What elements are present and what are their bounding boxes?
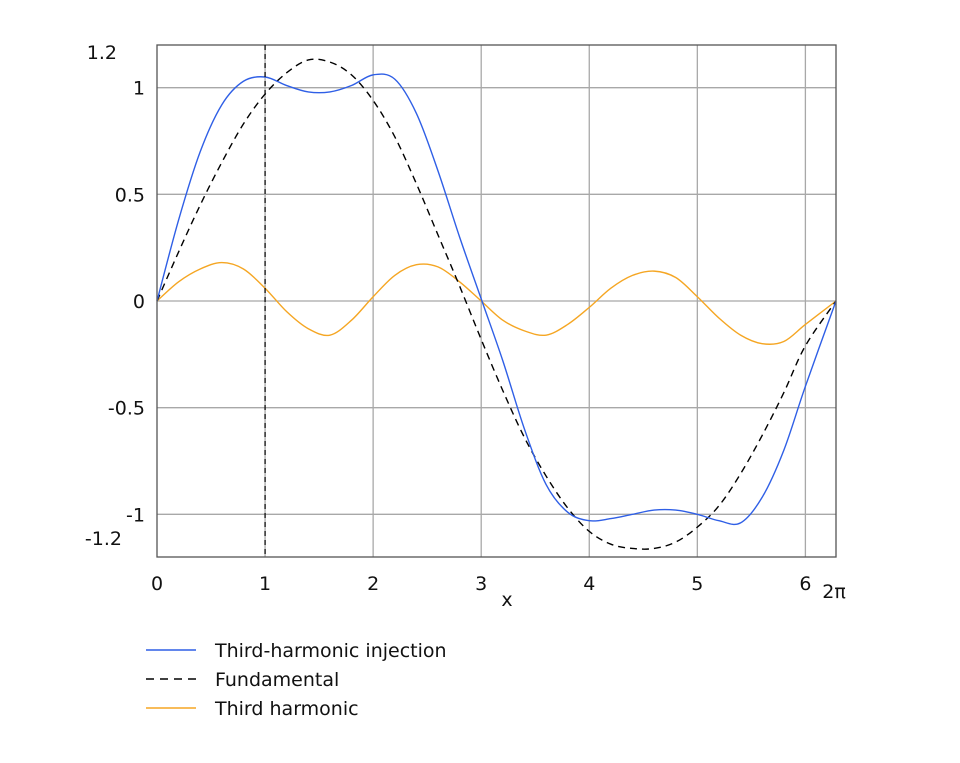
series-line-1 <box>156 58 837 550</box>
y-tick-label: -1 <box>126 504 145 526</box>
x-tick-label: 0 <box>151 573 163 595</box>
y-tick-label: 1 <box>133 78 145 100</box>
x-tick-label: 4 <box>583 573 595 595</box>
y-tick-label: 0.5 <box>115 184 145 206</box>
grid <box>157 45 836 557</box>
legend-label-2: Third harmonic <box>214 698 359 720</box>
x-tick-label: 5 <box>691 573 703 595</box>
plot-frame <box>156 44 837 558</box>
y-tick-label: -1.2 <box>85 528 122 550</box>
x-tick-label: 3 <box>475 573 487 595</box>
series-layer <box>156 58 837 550</box>
series-line-2 <box>156 261 837 346</box>
x-tick-label: 6 <box>799 573 811 595</box>
legend-label-0: Third-harmonic injection <box>214 640 447 662</box>
y-tick-label: 1.2 <box>87 42 117 64</box>
x-tick-label: 1 <box>259 573 271 595</box>
y-tick-label: -0.5 <box>108 398 145 420</box>
x-tick-label: 2π <box>822 581 846 603</box>
legend-label-1: Fundamental <box>215 669 339 691</box>
legend: Third-harmonic injection Fundamental Third… <box>146 640 447 720</box>
y-tick-label: 0 <box>133 291 145 313</box>
tick-labels: 0 1 2 3 4 5 6 2π 1.2 1 0.5 0 -0.5 -1-1.2 <box>85 42 846 603</box>
x-axis-label: x <box>501 589 512 611</box>
axes <box>156 44 837 558</box>
series-line-0 <box>156 73 837 526</box>
x-tick-label: 2 <box>367 573 379 595</box>
